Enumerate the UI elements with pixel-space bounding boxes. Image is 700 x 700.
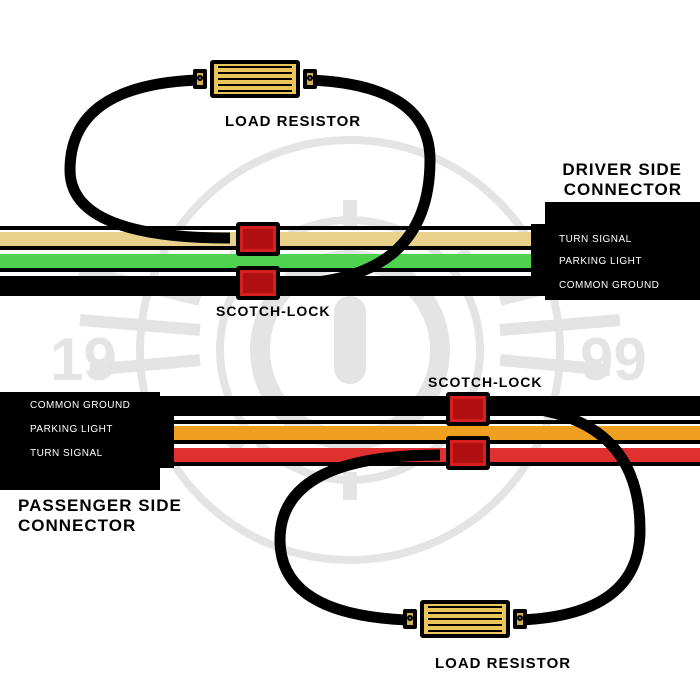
watermark-year-right: 99 xyxy=(580,326,647,393)
lead-wires xyxy=(0,0,700,700)
scotch-lock-label-bottom: SCOTCH-LOCK xyxy=(428,374,542,390)
driver-side-connector: TURN SIGNAL PARKING LIGHT COMMON GROUND xyxy=(545,202,700,300)
scotch-lock-top-2 xyxy=(236,266,280,300)
load-resistor-bottom xyxy=(405,590,525,648)
scotch-lock-top-1 xyxy=(236,222,280,256)
watermark-logo: 19 99 xyxy=(0,0,700,700)
scotch-lock-bottom-2 xyxy=(446,436,490,470)
scotch-lock-bottom-1 xyxy=(446,392,490,426)
watermark-year-left: 19 xyxy=(50,326,117,393)
driver-connector-line2: CONNECTOR xyxy=(564,180,682,199)
passenger-connector-line1: PASSENGER SIDE xyxy=(18,496,182,515)
conn-turn-signal: TURN SIGNAL xyxy=(559,234,699,245)
conn-common-ground-2: COMMON GROUND xyxy=(30,400,170,411)
driver-connector-title: DRIVER SIDE CONNECTOR xyxy=(562,160,682,200)
conn-parking-light: PARKING LIGHT xyxy=(559,256,699,267)
passenger-connector-title: PASSENGER SIDE CONNECTOR xyxy=(18,496,182,536)
conn-common-ground: COMMON GROUND xyxy=(559,280,699,291)
load-resistor-label-bottom: LOAD RESISTOR xyxy=(435,655,571,672)
conn-turn-signal-2: TURN SIGNAL xyxy=(30,448,170,459)
passenger-side-connector: COMMON GROUND PARKING LIGHT TURN SIGNAL xyxy=(0,392,160,490)
load-resistor-label-top: LOAD RESISTOR xyxy=(225,113,361,130)
driver-connector-line1: DRIVER SIDE xyxy=(562,160,682,179)
diagram-root: 19 99 LOAD RESISTOR xyxy=(0,0,700,700)
scotch-lock-label-top: SCOTCH-LOCK xyxy=(216,303,330,319)
conn-parking-light-2: PARKING LIGHT xyxy=(30,424,170,435)
load-resistor-top xyxy=(195,50,315,108)
passenger-connector-line2: CONNECTOR xyxy=(18,516,136,535)
